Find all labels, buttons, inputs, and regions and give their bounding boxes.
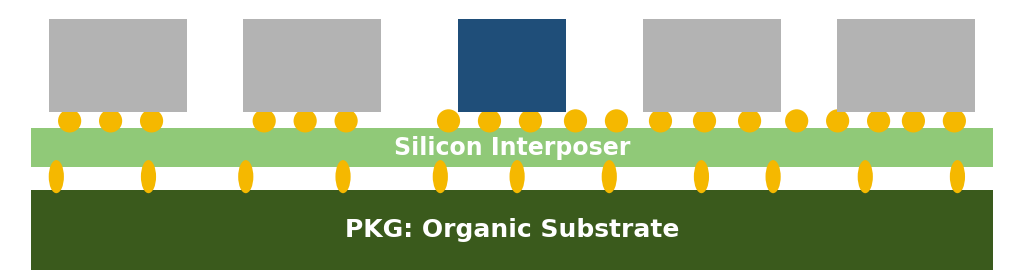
Ellipse shape xyxy=(950,160,965,193)
Bar xyxy=(643,19,780,112)
Text: SoC: SoC xyxy=(489,55,535,76)
Text: HBM: HBM xyxy=(91,55,144,76)
Ellipse shape xyxy=(510,160,524,193)
Ellipse shape xyxy=(693,109,716,132)
Bar xyxy=(838,19,975,112)
Ellipse shape xyxy=(649,109,672,132)
Ellipse shape xyxy=(943,109,966,132)
Ellipse shape xyxy=(478,109,501,132)
Ellipse shape xyxy=(858,160,872,193)
Ellipse shape xyxy=(253,109,275,132)
Ellipse shape xyxy=(694,160,709,193)
Bar xyxy=(244,19,381,112)
Ellipse shape xyxy=(437,109,460,132)
Ellipse shape xyxy=(564,109,587,132)
Text: HBM: HBM xyxy=(880,55,933,76)
Ellipse shape xyxy=(867,109,890,132)
Bar xyxy=(31,128,993,167)
Ellipse shape xyxy=(766,160,780,193)
Ellipse shape xyxy=(336,160,350,193)
Ellipse shape xyxy=(602,160,616,193)
Ellipse shape xyxy=(433,160,447,193)
Ellipse shape xyxy=(294,109,316,132)
Ellipse shape xyxy=(902,109,925,132)
Ellipse shape xyxy=(605,109,628,132)
Ellipse shape xyxy=(99,109,122,132)
Ellipse shape xyxy=(335,109,357,132)
Bar xyxy=(31,190,993,270)
Ellipse shape xyxy=(785,109,808,132)
Ellipse shape xyxy=(738,109,761,132)
Ellipse shape xyxy=(58,109,81,132)
Text: Silicon Interposer: Silicon Interposer xyxy=(394,136,630,160)
Bar xyxy=(459,19,565,112)
Text: PKG: Organic Substrate: PKG: Organic Substrate xyxy=(345,219,679,242)
Ellipse shape xyxy=(826,109,849,132)
Text: HBM: HBM xyxy=(685,55,738,76)
Text: HBM: HBM xyxy=(286,55,339,76)
Ellipse shape xyxy=(239,160,253,193)
Ellipse shape xyxy=(49,160,63,193)
Bar xyxy=(49,19,186,112)
Ellipse shape xyxy=(519,109,542,132)
Ellipse shape xyxy=(141,160,156,193)
Ellipse shape xyxy=(140,109,163,132)
